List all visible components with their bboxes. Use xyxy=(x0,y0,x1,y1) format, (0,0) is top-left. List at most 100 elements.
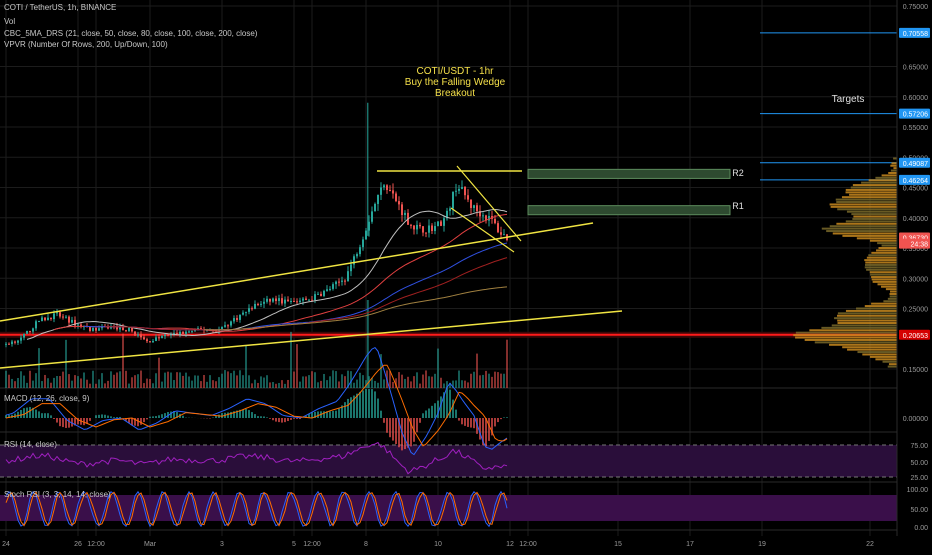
volume-profile-bar xyxy=(837,208,897,210)
time-tick-label: 12 xyxy=(506,541,514,548)
candle-body xyxy=(164,335,166,336)
volume-profile-bar xyxy=(890,165,897,167)
volume-bar xyxy=(287,380,289,388)
volume-profile-bar xyxy=(865,305,897,307)
volume-profile-bar xyxy=(846,310,897,312)
candle-body xyxy=(356,254,358,256)
candle-body xyxy=(401,204,403,215)
volume-bar xyxy=(119,371,121,388)
macd-histogram-bar xyxy=(428,408,430,418)
macd-histogram-bar xyxy=(380,411,382,418)
volume-profile-bar xyxy=(873,281,897,283)
volume-profile-bar xyxy=(838,322,897,324)
volume-bar xyxy=(56,376,58,388)
candle-body xyxy=(92,328,94,331)
candle-body xyxy=(482,215,484,216)
macd-histogram-bar xyxy=(170,412,172,419)
macd-histogram-bar xyxy=(95,415,97,418)
candle-body xyxy=(89,327,91,331)
volume-profile-bar xyxy=(891,170,897,172)
volume-bar xyxy=(14,381,16,388)
volume-bar xyxy=(59,376,61,388)
price-tick-label: 0.15000 xyxy=(903,367,928,374)
macd-histogram-bar xyxy=(50,415,52,418)
volume-profile-bar xyxy=(882,245,897,247)
candle-body xyxy=(458,189,460,191)
volume-bar xyxy=(71,381,73,388)
volume-profile-bar xyxy=(865,266,897,268)
volume-bar xyxy=(92,371,94,388)
time-tick-label: 3 xyxy=(220,541,224,548)
macd-label: MACD (12, 26, close, 9) xyxy=(4,394,89,403)
macd-histogram-bar xyxy=(464,418,466,426)
volume-bar xyxy=(179,372,181,388)
macd-histogram-bar xyxy=(467,418,469,427)
volume-bar xyxy=(320,381,322,388)
candle-body xyxy=(470,200,472,208)
candle-body xyxy=(314,294,316,300)
candle-body xyxy=(281,298,283,303)
volume-profile-bar xyxy=(795,337,897,339)
volume-bar xyxy=(62,372,64,388)
volume-bar xyxy=(74,375,76,388)
candle-body xyxy=(416,225,418,229)
macd-histogram-bar xyxy=(227,412,229,418)
volume-bar xyxy=(488,374,490,388)
candle-body xyxy=(413,225,415,229)
volume-bar xyxy=(104,383,106,388)
volume-bar xyxy=(485,371,487,388)
volume-bar xyxy=(50,383,52,388)
macd-histogram-bar xyxy=(104,415,106,418)
candle-body xyxy=(374,204,376,211)
macd-histogram-bar xyxy=(452,400,454,418)
macd-histogram-bar xyxy=(263,416,265,418)
candle-body xyxy=(44,318,46,321)
candle-body xyxy=(335,282,337,285)
volume-profile-bar xyxy=(889,363,897,365)
candle-body xyxy=(17,341,19,343)
volume-profile-bar xyxy=(847,211,897,213)
candle-body xyxy=(20,338,22,341)
candle-body xyxy=(497,223,499,232)
candle-body xyxy=(23,334,25,338)
time-tick-label: 12:00 xyxy=(87,541,105,548)
volume-bar xyxy=(440,378,442,388)
macd-histogram-bar xyxy=(359,392,361,418)
volume-bar xyxy=(263,378,265,388)
volume-bar xyxy=(185,373,187,388)
price-tick-label: 0.75000 xyxy=(903,4,928,11)
volume-bar xyxy=(5,371,7,388)
volume-profile-bar xyxy=(871,303,897,305)
volume-bar xyxy=(281,380,283,388)
volume-bar xyxy=(284,384,286,388)
volume-bar xyxy=(197,376,199,388)
r1-annotation: R1 xyxy=(730,201,746,211)
candle-body xyxy=(317,294,319,295)
macd-histogram-bar xyxy=(56,418,58,423)
rsi-tick-label: 25.00 xyxy=(910,475,928,482)
macd-histogram-bar xyxy=(242,409,244,418)
volume-profile-bar xyxy=(861,182,897,184)
candle-body xyxy=(230,321,232,325)
volume-bar xyxy=(296,344,298,388)
volume-profile-bar xyxy=(852,218,897,220)
volume-bar xyxy=(173,380,175,388)
volume-bar xyxy=(377,383,379,388)
candle-body xyxy=(395,194,397,202)
volume-bar xyxy=(422,375,424,388)
volume-bar xyxy=(302,376,304,388)
volume-profile-bar xyxy=(881,286,897,288)
candle-body xyxy=(299,301,301,303)
volume-profile-bar xyxy=(893,157,897,159)
r2-zone xyxy=(528,169,730,178)
macd-histogram-bar xyxy=(383,418,385,423)
candle-body xyxy=(239,315,241,320)
candle-body xyxy=(68,317,70,323)
volume-profile-bar xyxy=(849,194,897,196)
macd-histogram-bar xyxy=(62,418,64,427)
volume-profile-bar xyxy=(815,341,897,343)
macd-histogram-bar xyxy=(47,413,49,418)
volume-bar xyxy=(335,371,337,388)
volume-bar xyxy=(35,373,37,388)
volume-profile-bar xyxy=(836,201,897,203)
